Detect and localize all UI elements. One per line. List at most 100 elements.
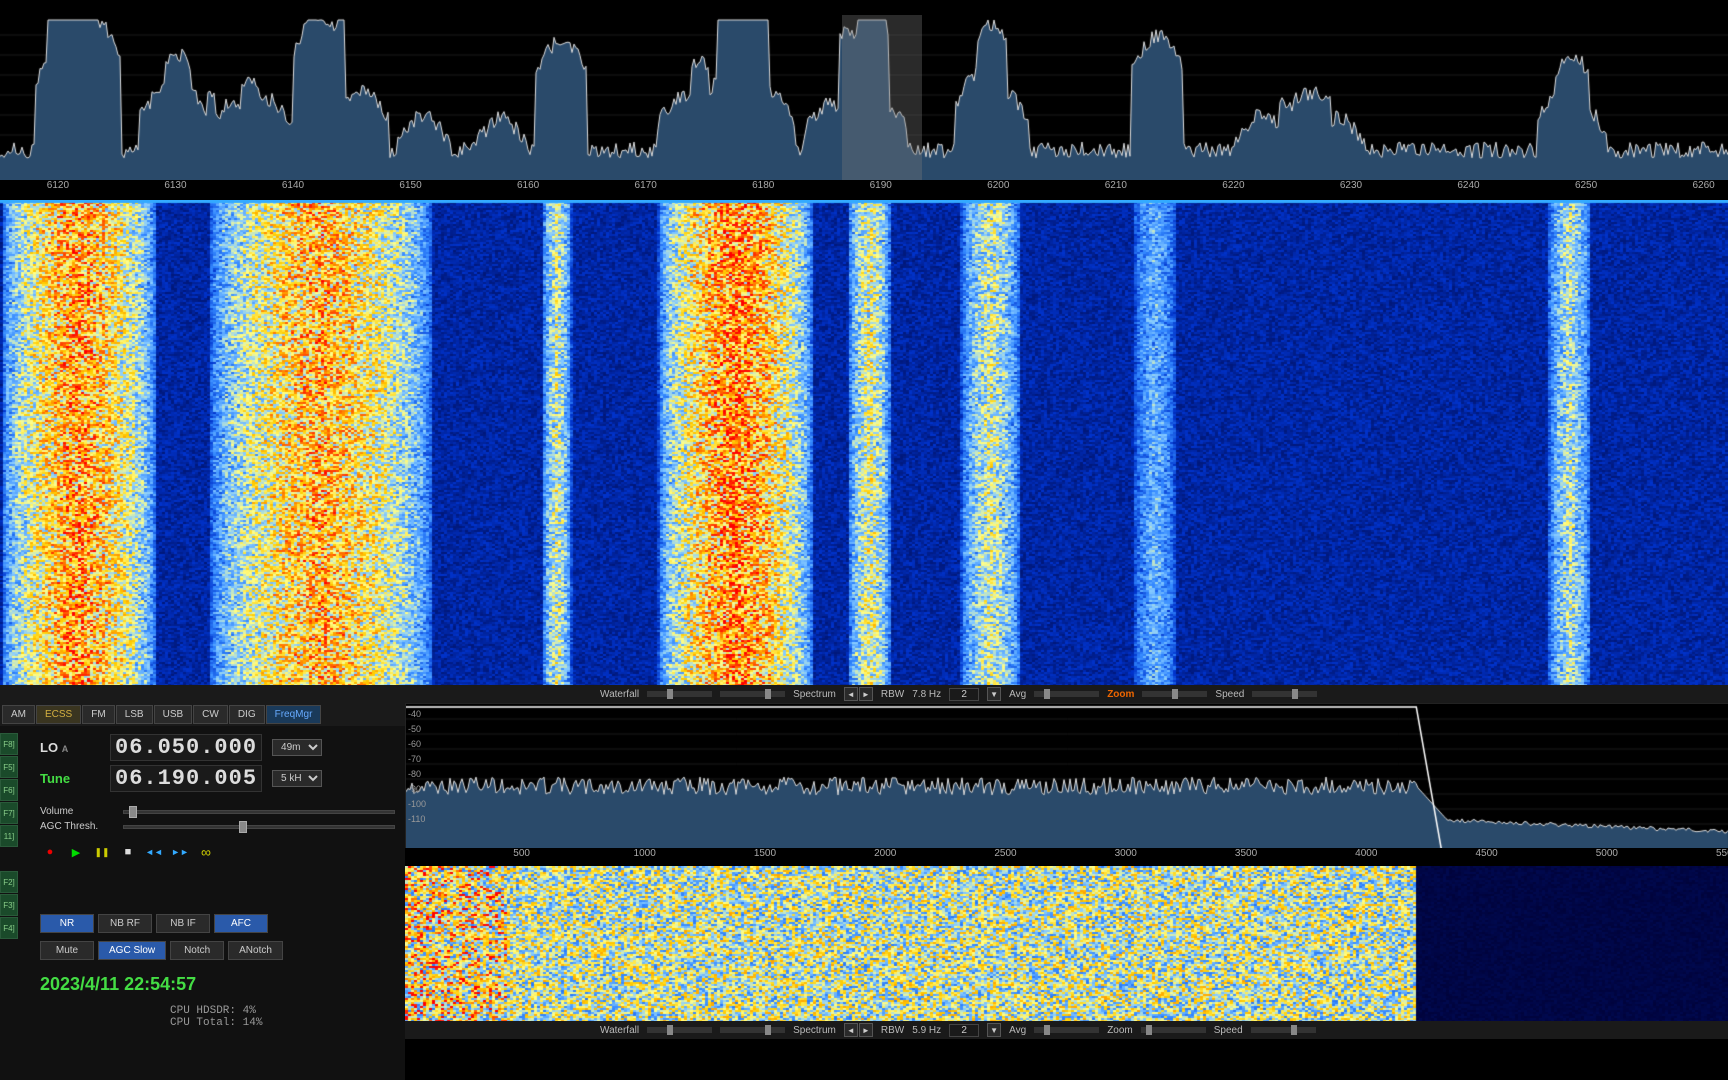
step-select[interactable]: 5 kHz	[272, 770, 322, 787]
waterfall-contrast-slider[interactable]	[720, 691, 785, 697]
spectrum-right-arrow[interactable]: ►	[859, 687, 873, 701]
zoom-slider[interactable]	[1141, 1027, 1206, 1033]
freq-tick: 6210	[1105, 180, 1127, 191]
frequency-scale[interactable]: 6120613061406150616061706180619062006210…	[0, 180, 1728, 200]
speed-slider[interactable]	[1252, 691, 1317, 697]
waterfall-label: Waterfall	[600, 1025, 639, 1036]
audio-spectrum-panel[interactable]: -40-50-60-70-80-90-100-110	[405, 703, 1728, 848]
mode-usb[interactable]: USB	[154, 705, 193, 724]
avg-slider[interactable]	[1034, 1027, 1099, 1033]
freq-tick: 6220	[1222, 180, 1244, 191]
tune-frequency[interactable]: 06.190.005	[110, 765, 262, 792]
avg-label: Avg	[1009, 689, 1026, 700]
rbw-value: 7.8 Hz	[912, 689, 941, 700]
speed-label: Speed	[1214, 1025, 1243, 1036]
fkey-F4[interactable]: F4]	[0, 917, 18, 939]
tune-label: Tune	[40, 771, 100, 786]
dsp-nb-if[interactable]: NB IF	[156, 914, 210, 933]
zoom-label: Zoom	[1107, 1025, 1133, 1036]
freq-tick: 6160	[517, 180, 539, 191]
db-tick: -80	[408, 769, 421, 779]
fkey-F8[interactable]: F8]	[0, 733, 18, 755]
freq-tick: 6260	[1692, 180, 1714, 191]
audio-frequency-scale[interactable]: 5001000150020002500300035004000450050005…	[405, 848, 1728, 866]
speed-slider[interactable]	[1251, 1027, 1316, 1033]
rbw-label: RBW	[881, 1025, 904, 1036]
spectrum-left-arrow[interactable]: ◄	[844, 1023, 858, 1037]
fkey-F7[interactable]: F7]	[0, 802, 18, 824]
avg-down-arrow[interactable]: ▼	[987, 1023, 1001, 1037]
freq-tick: 6190	[870, 180, 892, 191]
audio-freq-tick: 500	[513, 848, 530, 859]
forward-button[interactable]: ►►	[170, 842, 190, 862]
waterfall-contrast-slider[interactable]	[720, 1027, 785, 1033]
waterfall-brightness-slider[interactable]	[647, 691, 712, 697]
rewind-button[interactable]: ◄◄	[144, 842, 164, 862]
main-spectrum-panel[interactable]	[0, 15, 1728, 180]
stop-button[interactable]: ■	[118, 842, 138, 862]
audio-freq-tick: 5500	[1716, 848, 1728, 859]
mode-cw[interactable]: CW	[193, 705, 228, 724]
dsp-anotch[interactable]: ANotch	[228, 941, 283, 960]
zoom-slider[interactable]	[1142, 691, 1207, 697]
spectrum-right-arrow[interactable]: ►	[859, 1023, 873, 1037]
dsp-nr[interactable]: NR	[40, 914, 94, 933]
freqmgr-button[interactable]: FreqMgr	[266, 705, 322, 724]
avg-input[interactable]	[949, 688, 979, 701]
agc-thresh-slider[interactable]	[123, 825, 395, 829]
mode-lsb[interactable]: LSB	[116, 705, 153, 724]
avg-input[interactable]	[949, 1024, 979, 1037]
record-button[interactable]: ●	[40, 842, 60, 862]
band-select[interactable]: 49m	[272, 739, 322, 756]
volume-slider[interactable]	[123, 810, 395, 814]
dsp-nb-rf[interactable]: NB RF	[98, 914, 152, 933]
waterfall-label: Waterfall	[600, 689, 639, 700]
mode-am[interactable]: AM	[2, 705, 35, 724]
audio-waterfall-panel[interactable]	[405, 866, 1728, 1021]
cpu-total: CPU Total: 14%	[170, 1017, 395, 1029]
zoom-label: Zoom	[1107, 689, 1134, 700]
avg-down-arrow[interactable]: ▼	[987, 687, 1001, 701]
speed-label: Speed	[1215, 689, 1244, 700]
db-tick: -110	[408, 814, 425, 824]
audio-freq-tick: 4000	[1355, 848, 1377, 859]
audio-waterfall-canvas[interactable]	[405, 866, 1728, 1021]
dsp-notch[interactable]: Notch	[170, 941, 224, 960]
mode-fm[interactable]: FM	[82, 705, 114, 724]
freq-tick: 6180	[752, 180, 774, 191]
audio-freq-tick: 2000	[874, 848, 896, 859]
loop-button[interactable]: ∞	[196, 842, 216, 862]
main-waterfall-canvas[interactable]	[0, 200, 1728, 685]
fkey-F5[interactable]: F5]	[0, 756, 18, 778]
fkey-F6[interactable]: F6]	[0, 779, 18, 801]
mode-ecss[interactable]: ECSS	[36, 705, 81, 724]
tuning-band-indicator[interactable]	[842, 15, 922, 180]
fkey-F3[interactable]: F3]	[0, 894, 18, 916]
fkey-F2[interactable]: F2]	[0, 871, 18, 893]
control-panel: AMECSSFMLSBUSBCWDIGFreqMgr LO A 06.050.0…	[0, 703, 405, 1080]
spectrum-label: Spectrum	[793, 689, 836, 700]
freq-tick: 6150	[399, 180, 421, 191]
waterfall-controls-top: Waterfall Spectrum ◄ ► RBW 7.8 Hz ▼ Avg …	[0, 685, 1728, 703]
spectrum-left-arrow[interactable]: ◄	[844, 687, 858, 701]
dsp-mute[interactable]: Mute	[40, 941, 94, 960]
main-waterfall-panel[interactable]	[0, 200, 1728, 685]
mode-dig[interactable]: DIG	[229, 705, 265, 724]
spectrum-label: Spectrum	[793, 1025, 836, 1036]
dsp-agc-slow[interactable]: AGC Slow	[98, 941, 166, 960]
audio-freq-tick: 5000	[1596, 848, 1618, 859]
avg-slider[interactable]	[1034, 691, 1099, 697]
lo-frequency[interactable]: 06.050.000	[110, 734, 262, 761]
db-tick: -90	[408, 784, 421, 794]
fkey-11[interactable]: 11]	[0, 825, 18, 847]
dsp-afc[interactable]: AFC	[214, 914, 268, 933]
audio-spectrum-canvas[interactable]	[406, 704, 1728, 849]
cpu-hdsdr: CPU HDSDR: 4%	[170, 1005, 395, 1017]
play-button[interactable]: ▶	[66, 842, 86, 862]
playback-controls: ● ▶ ❚❚ ■ ◄◄ ►► ∞	[0, 834, 405, 870]
dsp-row-2: MuteAGC SlowNotchANotch	[0, 937, 405, 964]
pause-button[interactable]: ❚❚	[92, 842, 112, 862]
waterfall-brightness-slider[interactable]	[647, 1027, 712, 1033]
freq-tick: 6250	[1575, 180, 1597, 191]
fkey-column: F8]F5]F6]F7]11] F2]F3]F4]	[0, 733, 18, 940]
